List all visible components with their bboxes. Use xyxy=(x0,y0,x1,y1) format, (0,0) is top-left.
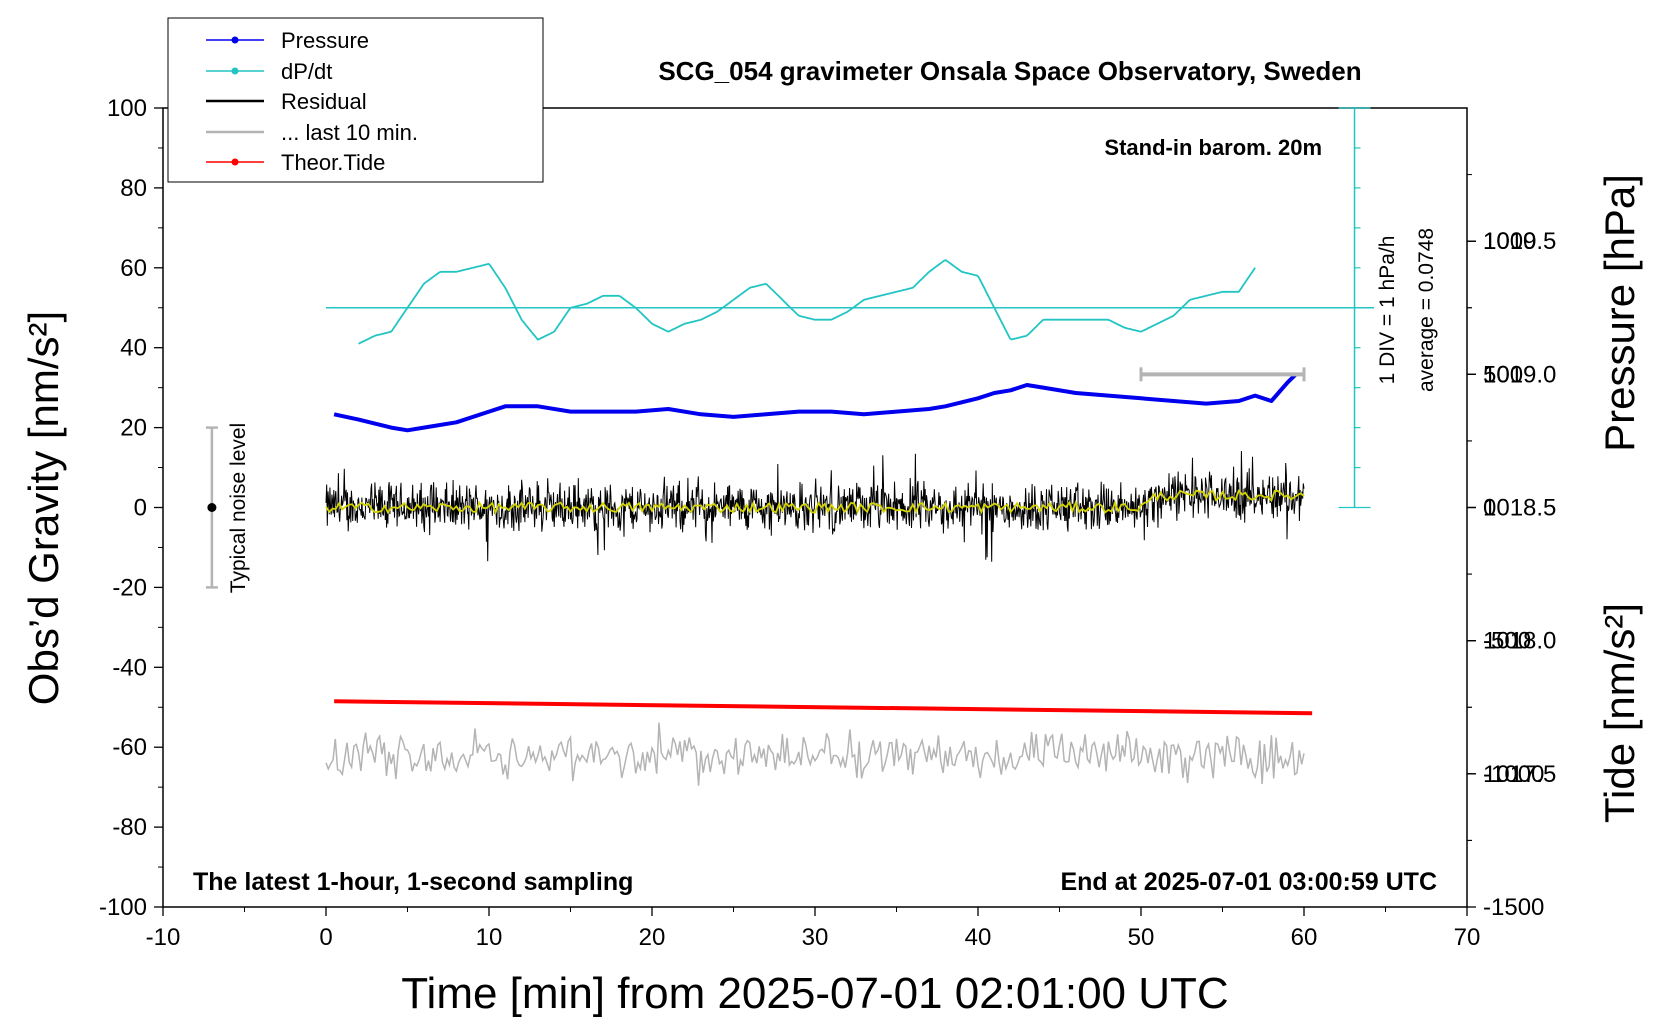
x-tick-label: -10 xyxy=(146,924,181,951)
y-tick-label: 60 xyxy=(120,255,147,282)
pressure-tick-label: 1017.5 xyxy=(1483,761,1556,788)
y-axis-label: Obs’d Gravity [nm/s²] xyxy=(20,311,67,705)
pressure-tick-label: 1018.0 xyxy=(1483,628,1556,655)
y-tick-label: -100 xyxy=(99,894,147,921)
x-axis-label: Time [min] from 2025-07-01 02:01:00 UTC xyxy=(401,969,1228,1018)
pressure-tick-label: 1019.5 xyxy=(1483,228,1556,255)
y-tick-label: 20 xyxy=(120,415,147,442)
x-tick-label: 0 xyxy=(319,924,332,951)
pressure-axis-label: Pressure [hPa] xyxy=(1596,174,1643,452)
pressure-tick-label: 1019.0 xyxy=(1483,361,1556,388)
legend-marker-tide xyxy=(231,158,239,166)
noise-label: Typical noise level xyxy=(227,423,250,593)
x-tick-label: 60 xyxy=(1291,924,1318,951)
axis-ticks: -10 0 10 20 30 40 50 60 70100806040200-20-40-60-… xyxy=(99,95,1556,951)
tide-tick-label: 500 xyxy=(1483,361,1523,388)
barometer-note: Stand-in barom. 20m xyxy=(1104,135,1322,160)
tide-tick-label: -1500 xyxy=(1483,894,1544,921)
y-tick-label: -40 xyxy=(112,654,147,681)
div-label: 1 DIV = 1 hPa/h xyxy=(1376,236,1399,385)
legend-label-pressure: Pressure xyxy=(281,28,369,53)
x-tick-label: 20 xyxy=(639,924,666,951)
x-tick-label: 50 xyxy=(1128,924,1155,951)
y-tick-label: 40 xyxy=(120,335,147,362)
legend: Pressure dP/dt Residual ... last 10 min.… xyxy=(167,17,544,183)
tide-axis-label: Tide [nm/s²] xyxy=(1596,603,1643,823)
legend-marker-pressure xyxy=(231,36,239,44)
pressure-line xyxy=(333,372,1298,433)
y-tick-label: 0 xyxy=(134,495,147,522)
average-label: average = 0.0748 xyxy=(1415,228,1438,392)
legend-label-residual: Residual xyxy=(281,89,367,114)
residual-line xyxy=(325,450,1305,562)
x-tick-label: 70 xyxy=(1454,924,1481,951)
x-tick-label: 40 xyxy=(965,924,992,951)
tide-tick-label: 0 xyxy=(1483,495,1496,522)
legend-label-last10: ... last 10 min. xyxy=(281,120,418,145)
tide-line xyxy=(334,699,1313,716)
dpdt-line xyxy=(358,259,1256,345)
legend-label-dpdt: dP/dt xyxy=(281,59,332,84)
x-tick-label: 10 xyxy=(476,924,503,951)
y-tick-label: -60 xyxy=(112,734,147,761)
bottom-left-note: The latest 1-hour, 1-second sampling xyxy=(193,868,633,896)
pressure-tick-label: 1018.5 xyxy=(1483,495,1556,522)
legend-label-tide: Theor.Tide xyxy=(281,150,385,175)
y-tick-label: 80 xyxy=(120,175,147,202)
series-layer xyxy=(205,107,1375,786)
legend-marker-dpdt xyxy=(231,67,239,75)
y-tick-label: -80 xyxy=(112,814,147,841)
noise-level-center-dot xyxy=(207,503,217,512)
tide-tick-label: -1000 xyxy=(1483,761,1544,788)
bottom-right-note: End at 2025-07-01 03:00:59 UTC xyxy=(1060,868,1437,896)
chart-title: SCG_054 gravimeter Onsala Space Observat… xyxy=(658,56,1361,86)
y-tick-label: 100 xyxy=(107,95,147,122)
tide-tick-label: 1000 xyxy=(1483,228,1536,255)
last-10-min-line xyxy=(325,722,1305,786)
residual-smoothed-line xyxy=(325,489,1305,516)
x-tick-label: 30 xyxy=(802,924,829,951)
tide-tick-label: -500 xyxy=(1483,628,1531,655)
y-tick-label: -20 xyxy=(112,574,147,601)
